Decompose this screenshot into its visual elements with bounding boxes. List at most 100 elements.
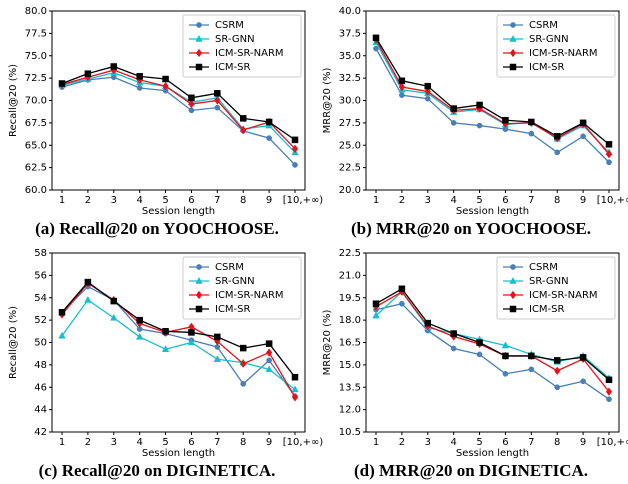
marker (554, 384, 561, 391)
x-tick-label: 3 (425, 437, 431, 448)
marker (372, 300, 380, 307)
x-tick-label: 4 (450, 437, 456, 448)
marker (579, 354, 587, 361)
marker (136, 85, 143, 91)
marker (509, 34, 517, 42)
x-axis-label: Session length (456, 206, 529, 217)
y-tick-label: 48 (34, 360, 47, 371)
caption: (b) MRR@20 on YOOCHOOSE. (351, 219, 591, 238)
y-tick-label: 37.5 (339, 28, 361, 39)
marker (509, 48, 517, 58)
marker (291, 144, 299, 154)
marker (398, 82, 405, 92)
y-tick-label: 19.5 (339, 293, 361, 304)
marker (450, 330, 457, 337)
marker (265, 118, 273, 126)
legend-box (496, 14, 616, 78)
legend-label: CSRM (215, 20, 244, 31)
marker (214, 96, 221, 105)
series-line (375, 42, 610, 153)
x-tick-label: 3 (425, 195, 431, 206)
legend-label: ICM-SR-NARM (529, 48, 598, 59)
y-tick-label: 52 (34, 315, 47, 326)
series-line (61, 299, 296, 391)
subplot: 60.0 62.5 65.0 67.5 70.0 72.5 75.0 77.5 80.0 1 2 3 4… (8, 6, 323, 238)
marker (553, 357, 561, 364)
x-tick-label: 1 (373, 437, 379, 448)
x-tick-label: [10,+∞) (283, 195, 324, 206)
x-tick-label: [10,+∞) (283, 437, 324, 448)
marker (502, 370, 509, 377)
y-tick-label: 67.5 (25, 118, 47, 129)
x-tick-label: 8 (240, 437, 246, 448)
marker (240, 359, 247, 368)
marker (239, 115, 247, 122)
marker (605, 149, 613, 159)
marker (162, 81, 169, 91)
legend-label: CSRM (529, 20, 558, 31)
y-tick-label: 70.0 (25, 96, 47, 107)
marker (398, 285, 406, 293)
legend-box (496, 256, 616, 320)
marker (161, 345, 170, 352)
x-tick-label: 1 (373, 195, 379, 206)
x-axis-label: Session length (456, 448, 529, 459)
x-tick-label: 7 (528, 195, 534, 206)
x-tick-label: [10,+∞) (597, 437, 628, 448)
series-line (61, 65, 296, 141)
y-tick-label: 44 (34, 405, 47, 416)
y-tick-label: 62.5 (25, 163, 47, 174)
marker (476, 351, 483, 358)
marker (239, 344, 247, 352)
marker (240, 125, 247, 135)
y-tick-label: 22.5 (339, 163, 361, 174)
y-tick-label: 22.5 (339, 248, 361, 259)
marker (84, 70, 92, 77)
series-line (61, 281, 296, 378)
legend-label: SR-GNN (529, 34, 569, 45)
marker (135, 332, 144, 340)
x-tick-label: 4 (136, 437, 142, 448)
series-line (375, 290, 610, 393)
marker (196, 264, 202, 270)
x-tick-label: 5 (476, 195, 482, 206)
legend-label: ICM-SR-NARM (529, 290, 598, 301)
y-axis-label: Recall@20 (%) (8, 306, 19, 379)
marker (476, 122, 483, 129)
marker (110, 313, 118, 321)
y-axis-label: MRR@20 (%) (322, 310, 333, 376)
caption: (a) Recall@20 on YOOCHOOSE. (35, 219, 279, 238)
marker (528, 130, 535, 137)
marker (501, 341, 510, 349)
marker (528, 366, 535, 373)
x-tick-label: [10,+∞) (597, 195, 628, 206)
x-tick-label: 4 (450, 195, 456, 206)
marker (502, 352, 509, 360)
y-tick-label: 35.0 (339, 51, 361, 62)
marker (291, 373, 299, 381)
caption: (d) MRR@20 on DIGINETICA. (354, 461, 588, 480)
marker (424, 82, 432, 90)
y-tick-label: 58 (34, 248, 47, 259)
marker (188, 94, 195, 102)
marker (84, 278, 92, 286)
series-line (61, 69, 296, 150)
x-tick-label: 8 (554, 437, 560, 448)
x-tick-label: 4 (136, 195, 142, 206)
marker (450, 345, 457, 352)
series-line (375, 287, 610, 381)
y-tick-label: 12.0 (339, 405, 361, 416)
marker (162, 75, 169, 83)
marker (266, 135, 272, 141)
y-tick-label: 80.0 (25, 6, 47, 17)
marker (606, 396, 612, 403)
marker (291, 136, 299, 144)
x-tick-label: 6 (188, 437, 194, 448)
marker (58, 331, 66, 339)
y-tick-label: 32.5 (339, 73, 361, 84)
legend-label: CSRM (215, 262, 244, 273)
series-line (375, 39, 610, 155)
subplot: 10.5 12.0 13.5 15.0 16.5 18.0 19.5 21.0 22.5 1 2 3 4… (322, 248, 628, 480)
